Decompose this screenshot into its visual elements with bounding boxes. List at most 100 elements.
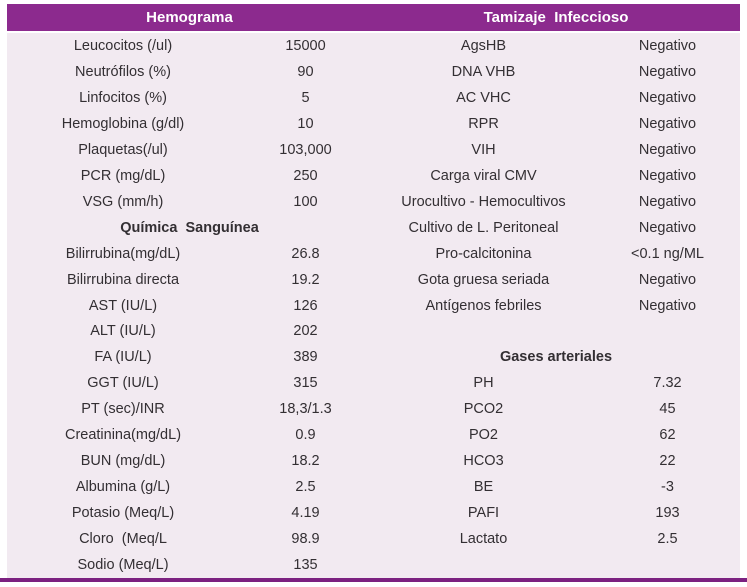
lab-test-name: Leucocitos (/ul) xyxy=(73,37,173,54)
lab-test-value: Negativo xyxy=(638,115,697,132)
table-row: Bilirrubina(mg/dL) 26.8 Pro-calcitonina <0.… xyxy=(7,241,740,267)
lab-test-name: Antígenos febriles xyxy=(425,297,542,314)
table-body: Leucocitos (/ul) 15000 AgsHB Negativo Neutró… xyxy=(7,33,740,578)
lab-test-value: Negativo xyxy=(638,271,697,288)
table-row: Creatinina(mg/dL) 0.9 PO2 62 xyxy=(7,422,740,448)
lab-test-name: Potasio (Meq/L) xyxy=(71,505,175,522)
lab-test-name: PO2 xyxy=(468,427,498,444)
lab-test-name: PT (sec)/INR xyxy=(81,401,165,418)
lab-test-name: Hemoglobina (g/dl) xyxy=(61,115,185,132)
header-hemograma: Hemograma xyxy=(146,9,233,26)
table-row: Potasio (Meq/L) 4.19 PAFI 193 xyxy=(7,500,740,526)
lab-test-value: 126 xyxy=(293,297,318,314)
lab-test-value: -3 xyxy=(661,479,674,496)
lab-test-name: VSG (mm/h) xyxy=(82,193,164,210)
lab-test-value: 62 xyxy=(659,427,676,444)
lab-test-name: RPR xyxy=(468,115,499,132)
bottom-border-line xyxy=(0,578,747,582)
lab-test-value: 2.5 xyxy=(657,531,678,548)
lab-test-name: HCO3 xyxy=(463,453,504,470)
lab-test-name: BE xyxy=(473,479,494,496)
lab-test-name: Sodio (Meq/L) xyxy=(77,557,169,574)
lab-test-name: Pro-calcitonina xyxy=(435,245,532,262)
lab-test-value: 45 xyxy=(659,401,676,418)
table-row: PCR (mg/dL) 250 Carga viral CMV Negativo xyxy=(7,163,740,189)
lab-test-name: PCR (mg/dL) xyxy=(80,167,166,184)
lab-test-value: Negativo xyxy=(638,37,697,54)
lab-test-value: 202 xyxy=(293,323,318,340)
header-tamizaje-infeccioso: Tamizaje Infeccioso xyxy=(483,9,629,26)
lab-test-value: 90 xyxy=(297,63,314,80)
section-header: Gases arteriales xyxy=(499,349,613,366)
table-row: VSG (mm/h) 100 Urocultivo - Hemocultivos Ne… xyxy=(7,189,740,215)
lab-test-name: Bilirrubina(mg/dL) xyxy=(65,245,181,262)
lab-test-name: PAFI xyxy=(467,505,500,522)
lab-test-name: Gota gruesa seriada xyxy=(417,271,550,288)
lab-test-name: Urocultivo - Hemocultivos xyxy=(401,193,566,210)
lab-results-table: Hemograma Tamizaje Infeccioso Leucocitos… xyxy=(7,4,740,578)
lab-test-value: Negativo xyxy=(638,193,697,210)
lab-test-value: 18,3/1.3 xyxy=(279,401,332,418)
lab-test-value: 250 xyxy=(293,167,318,184)
table-row: Neutrófilos (%) 90 DNA VHB Negativo xyxy=(7,59,740,85)
lab-test-name: PCO2 xyxy=(463,401,504,418)
lab-test-value: Negativo xyxy=(638,167,697,184)
lab-test-value: 103,000 xyxy=(279,141,332,158)
lab-test-name: Lactato xyxy=(459,531,508,548)
lab-test-value: 5 xyxy=(301,89,310,106)
lab-test-value: Negativo xyxy=(638,63,697,80)
lab-test-value: 4.19 xyxy=(291,505,320,522)
lab-test-value: 98.9 xyxy=(291,531,320,548)
lab-test-name: DNA VHB xyxy=(451,63,516,80)
table-row: Cloro (Meq/L 98.9 Lactato 2.5 xyxy=(7,526,740,552)
lab-test-value: 100 xyxy=(293,193,318,210)
table-row: GGT (IU/L) 315 PH 7.32 xyxy=(7,370,740,396)
lab-test-value: 26.8 xyxy=(291,245,320,262)
table-row: Bilirrubina directa 19.2 Gota gruesa seria… xyxy=(7,267,740,293)
table-row: Linfocitos (%) 5 AC VHC Negativo xyxy=(7,85,740,111)
lab-test-value: 19.2 xyxy=(291,271,320,288)
lab-test-name: AgsHB xyxy=(460,37,507,54)
lab-test-value: Negativo xyxy=(638,141,697,158)
table-row: AST (IU/L) 126 Antígenos febriles Negativo xyxy=(7,293,740,319)
lab-test-name: Carga viral CMV xyxy=(430,167,537,184)
table-row: BUN (mg/dL) 18.2 HCO3 22 xyxy=(7,448,740,474)
lab-test-name: VIH xyxy=(471,141,496,158)
lab-test-name: ALT (IU/L) xyxy=(90,323,156,340)
section-header: Química Sanguínea xyxy=(120,219,259,236)
lab-test-name: Plaquetas(/ul) xyxy=(78,141,168,158)
lab-test-name: PH xyxy=(473,375,494,392)
lab-test-name: Creatinina(mg/dL) xyxy=(64,427,182,444)
table-row: Albumina (g/L) 2.5 BE -3 xyxy=(7,474,740,500)
table-row: FA (IU/L) 389 Gases arteriales xyxy=(7,344,740,370)
lab-test-name: AC VHC xyxy=(456,89,511,106)
lab-test-value: 389 xyxy=(293,349,318,366)
table-row: Sodio (Meq/L) 135 xyxy=(7,552,740,578)
lab-test-name: Cultivo de L. Peritoneal xyxy=(408,219,559,236)
lab-test-value: <0.1 ng/ML xyxy=(631,245,704,262)
lab-test-name: GGT (IU/L) xyxy=(87,375,159,392)
lab-test-name: FA (IU/L) xyxy=(94,349,152,366)
lab-test-name: Bilirrubina directa xyxy=(66,271,180,288)
lab-test-value: 22 xyxy=(659,453,676,470)
table-header-bar: Hemograma Tamizaje Infeccioso xyxy=(7,4,740,31)
lab-test-name: Albumina (g/L) xyxy=(75,479,171,496)
lab-test-value: Negativo xyxy=(638,297,697,314)
table-row: Hemoglobina (g/dl) 10 RPR Negativo xyxy=(7,111,740,137)
lab-test-value: 193 xyxy=(655,505,680,522)
lab-test-value: 15000 xyxy=(285,37,326,54)
table-row: Plaquetas(/ul) 103,000 VIH Negativo xyxy=(7,137,740,163)
lab-test-value: Negativo xyxy=(638,89,697,106)
lab-test-name: Cloro (Meq/L xyxy=(79,531,167,548)
table-row: Química Sanguínea Cultivo de L. Peritonea… xyxy=(7,215,740,241)
lab-test-name: Neutrófilos (%) xyxy=(75,63,171,80)
lab-test-value: 135 xyxy=(293,557,318,574)
lab-test-name: BUN (mg/dL) xyxy=(80,453,166,470)
lab-test-value: 2.5 xyxy=(295,479,316,496)
table-row: ALT (IU/L) 202 xyxy=(7,318,740,344)
lab-test-value: 10 xyxy=(297,115,314,132)
lab-test-value: Negativo xyxy=(638,219,697,236)
lab-test-value: 7.32 xyxy=(653,375,682,392)
table-row: PT (sec)/INR 18,3/1.3 PCO2 45 xyxy=(7,396,740,422)
